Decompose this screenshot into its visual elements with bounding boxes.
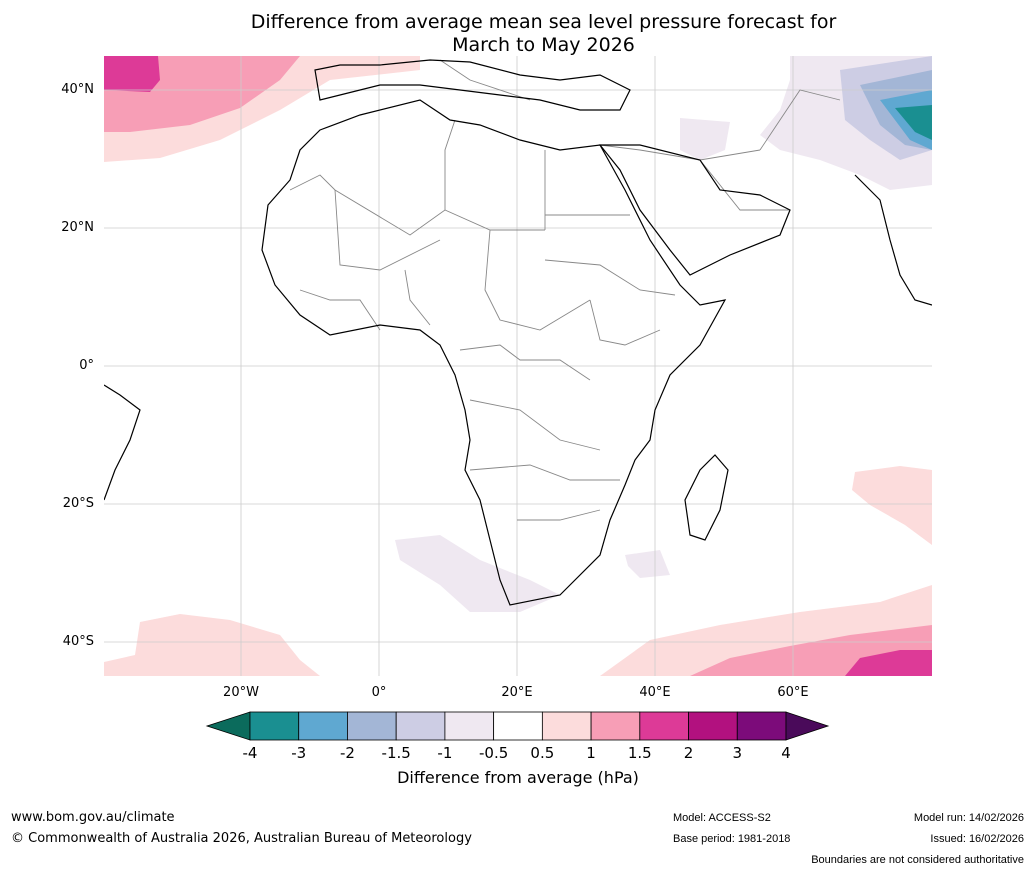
colorbar-tick-label: -3: [291, 744, 307, 762]
arabia-coastline: [598, 144, 791, 276]
anomaly-region-south-africa-neg-05: [395, 535, 560, 612]
colorbar-tick-label: 0.5: [530, 744, 555, 762]
lon-label-60e: 60°E: [777, 685, 809, 700]
colorbar-tick-label: 1.5: [627, 744, 652, 762]
footer-issued: Issued: 16/02/2026: [930, 833, 1024, 845]
lon-label-20w: 20°W: [223, 685, 259, 700]
colorbar-tick-label: 1: [586, 744, 596, 762]
lat-label-20s: 20°S: [62, 496, 94, 511]
anomaly-region-arabia-neg-05: [680, 118, 730, 160]
colorbar-tick-label: -4: [242, 744, 258, 762]
footer-copyright: © Commonwealth of Australia 2026, Austra…: [11, 831, 472, 846]
europe-coastline: [314, 59, 631, 111]
footer-base-period: Base period: 1981-2018: [673, 833, 791, 845]
colorbar-tick-label: 3: [732, 744, 743, 762]
lon-label-0: 0°: [371, 685, 387, 700]
coastlines: [104, 59, 932, 606]
colorbar-tick-label: 4: [781, 744, 791, 762]
footer-disclaimer: Boundaries are not considered authoritat…: [811, 854, 1024, 866]
lon-label-20e: 20°E: [501, 685, 533, 700]
colorbar-label: Difference from average (hPa): [397, 768, 639, 787]
anomaly-region-southern-ocean-15: [845, 650, 932, 676]
colorbar-tick-label: 2: [683, 744, 694, 762]
anomaly-region-south-indian-05: [852, 466, 932, 545]
colorbar-tick-label: -1: [437, 744, 453, 762]
lat-label-40s: 40°S: [62, 634, 94, 649]
anomaly-region-asia-neg-3: [895, 105, 932, 140]
anomaly-region-mozambique-neg-05: [625, 550, 670, 578]
colorbar-tick-label: -1.5: [381, 744, 411, 762]
map-title-line-1: Difference from average mean sea level p…: [250, 11, 837, 33]
lat-label-0: 0°: [79, 358, 94, 373]
india-coastline: [854, 174, 932, 306]
anomaly-region-south-atlantic-05: [104, 614, 320, 676]
lat-label-40n: 40°N: [61, 82, 94, 97]
colorbar-tick-label: -0.5: [478, 744, 509, 762]
lon-label-40e: 40°E: [639, 685, 671, 700]
anomaly-region-north-atlantic-15: [104, 56, 160, 92]
footer-url: www.bom.gov.au/climate: [11, 810, 175, 825]
africa-coastline: [261, 99, 727, 606]
madagascar-coastline: [684, 454, 729, 541]
footer-model: Model: ACCESS-S2: [673, 812, 771, 824]
colorbar-tick-label: -2: [339, 744, 355, 762]
graticule: [104, 56, 932, 676]
country-boundaries: [289, 59, 841, 521]
map-title-line-2: March to May 2026: [452, 34, 635, 56]
south-america-coastline: [104, 384, 141, 501]
lat-label-20n: 20°N: [61, 220, 94, 235]
footer-model-run: Model run: 14/02/2026: [913, 812, 1024, 824]
